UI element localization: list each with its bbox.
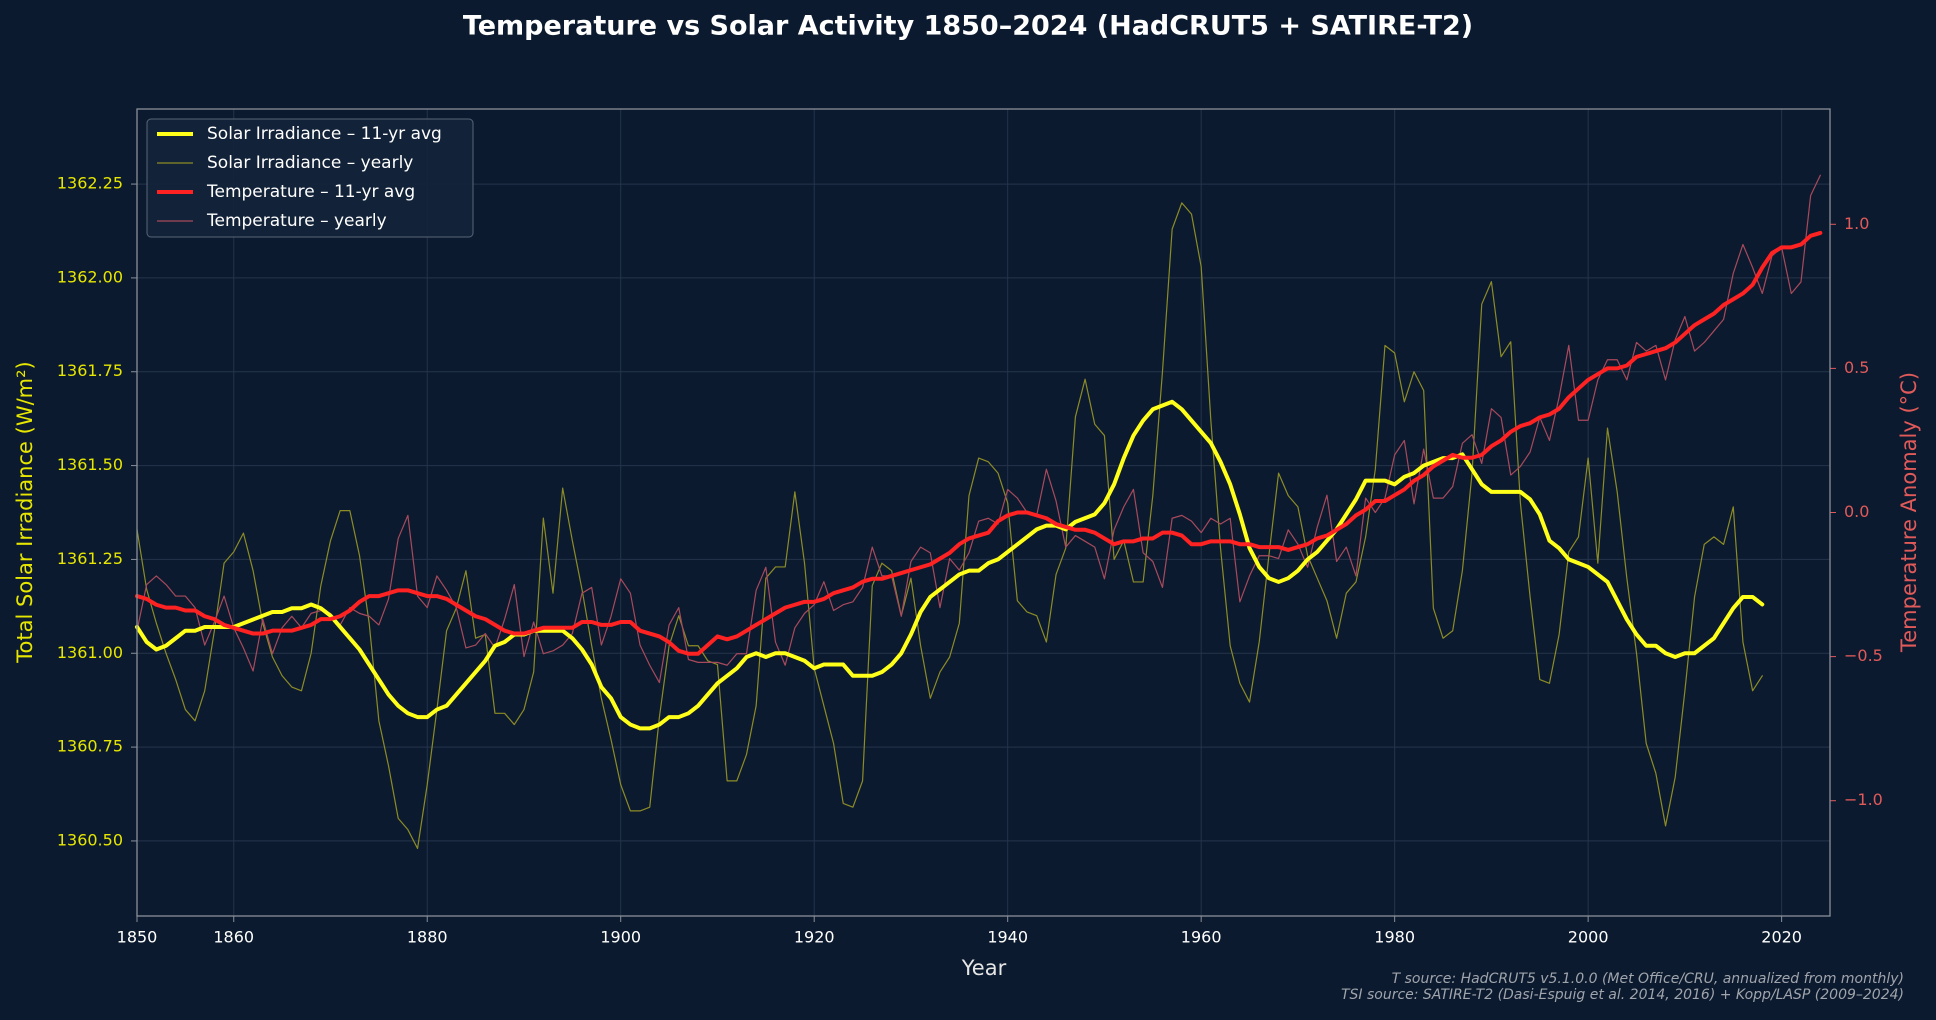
x-tick-label: 1900 xyxy=(600,928,641,947)
y-tick-label: 1361.00 xyxy=(57,643,123,662)
x-tick-label: 1860 xyxy=(213,928,254,947)
x-tick-label: 1980 xyxy=(1374,928,1415,947)
chart-title: Temperature vs Solar Activity 1850–2024 … xyxy=(463,11,1473,42)
x-tick-label: 2020 xyxy=(1761,928,1802,947)
y-tick-label: 1361.50 xyxy=(57,455,123,474)
data-line xyxy=(135,399,1765,731)
x-tick-label: 1850 xyxy=(117,928,158,947)
source-note: TSI source: SATIRE-T2 (Dasi-Espuig et al… xyxy=(1341,987,1904,1003)
legend-label: Temperature – 11-yr avg xyxy=(206,182,415,202)
x-tick-label: 1920 xyxy=(794,928,835,947)
y-tick-label: 1360.50 xyxy=(57,830,123,849)
x-axis-label: Year xyxy=(961,956,1007,980)
legend-label: Solar Irradiance – yearly xyxy=(207,153,413,173)
x-tick-label: 1880 xyxy=(407,928,448,947)
axes-frame xyxy=(136,108,1831,917)
y-tick-label: 1362.00 xyxy=(57,267,123,286)
y2-tick-label: −0.5 xyxy=(1844,646,1883,665)
y2-tick-label: 1.0 xyxy=(1844,214,1869,233)
y2-tick-label: −1.0 xyxy=(1844,790,1883,809)
y-tick-label: 1361.75 xyxy=(57,361,123,380)
legend-label: Temperature – yearly xyxy=(206,211,387,231)
data-line xyxy=(135,230,1823,656)
legend-label: Solar Irradiance – 11-yr avg xyxy=(207,124,442,144)
x-tick-label: 2000 xyxy=(1568,928,1609,947)
y-axis-label: Total Solar Irradiance (W/m²) xyxy=(13,361,37,663)
source-note: T source: HadCRUT5 v5.1.0.0 (Met Office/… xyxy=(1392,971,1904,987)
legend-box xyxy=(146,118,474,238)
y-tick-label: 1361.25 xyxy=(57,549,123,568)
data-line xyxy=(136,202,1763,850)
x-tick-label: 1940 xyxy=(987,928,1028,947)
x-tick-label: 1960 xyxy=(1181,928,1222,947)
y2-axis-label: Temperature Anomaly (°C) xyxy=(1897,372,1921,653)
y-tick-label: 1360.75 xyxy=(57,737,123,756)
y-tick-label: 1362.25 xyxy=(57,174,123,193)
y2-tick-label: 0.5 xyxy=(1844,358,1869,377)
plot-area xyxy=(137,109,1830,916)
y2-tick-label: 0.0 xyxy=(1844,502,1869,521)
